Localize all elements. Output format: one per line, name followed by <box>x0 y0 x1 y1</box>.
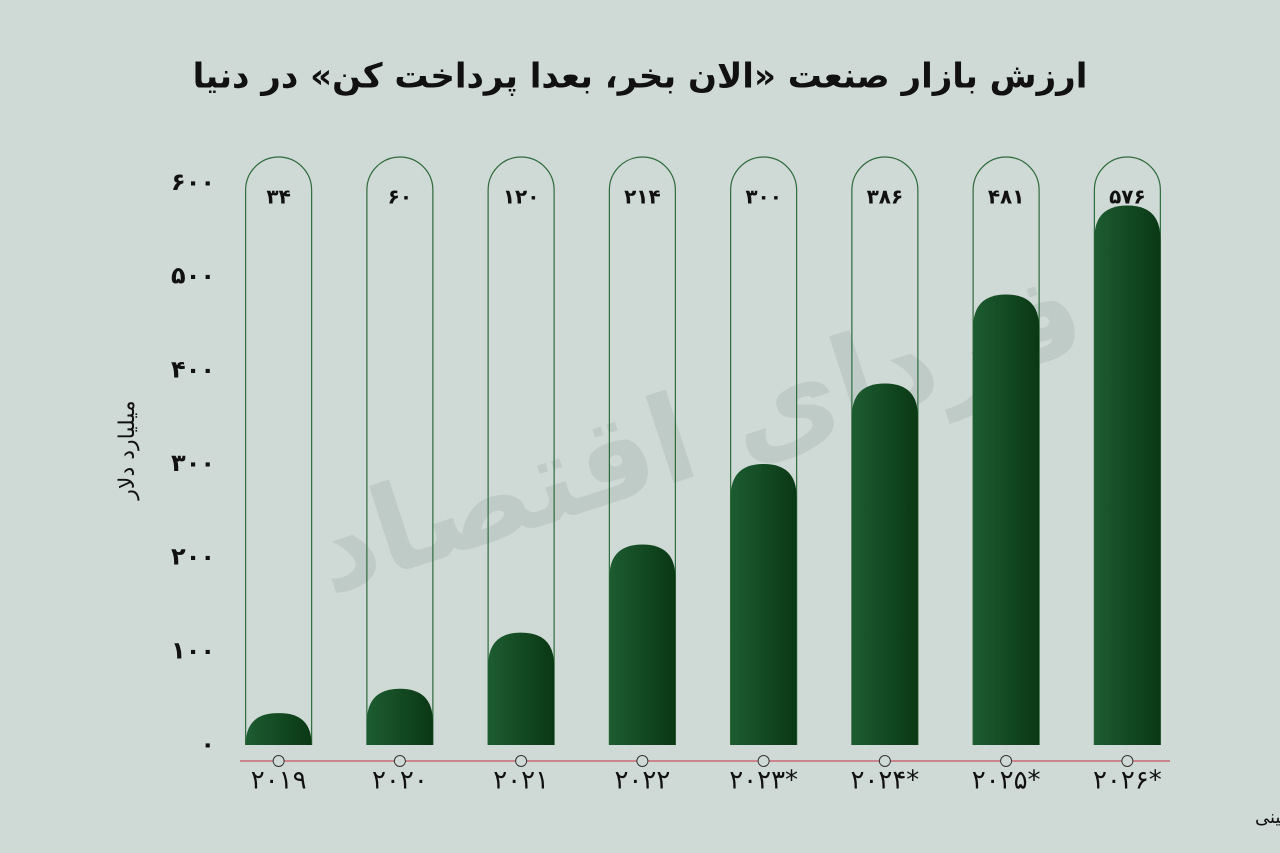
x-tick-label: ۲۰۲۴* <box>850 766 919 796</box>
capsule <box>366 156 434 745</box>
bar <box>730 464 797 745</box>
capsule <box>487 156 555 745</box>
bar <box>973 294 1040 745</box>
capsule <box>851 156 919 745</box>
value-label: ۵۷۶ <box>1109 185 1146 209</box>
y-axis-label: میلیارد دلار <box>115 400 140 500</box>
x-tick-label: ۲۰۲۲ <box>614 766 670 796</box>
value-label: ۳۴ <box>266 185 290 209</box>
x-tick-label: ۲۰۲۳* <box>729 766 798 796</box>
tick-dot <box>878 755 891 767</box>
x-tick-label: ۲۰۲۶* <box>1093 766 1162 796</box>
value-label: ۱۲۰ <box>503 185 540 209</box>
tick-dot <box>1000 755 1013 767</box>
y-tick-label: ۰ <box>200 730 215 758</box>
x-tick-label: ۲۰۲۱ <box>493 766 549 796</box>
tick-dot <box>272 755 285 767</box>
x-tick-label: ۲۰۲۰ <box>372 766 428 796</box>
bar <box>245 713 312 745</box>
y-tick-label: ۵۰۰ <box>171 262 215 290</box>
tick-dot <box>1121 755 1134 767</box>
y-tick-label: ۶۰۰ <box>171 168 215 196</box>
tick-dot <box>393 755 406 767</box>
value-label: ۴۸۱ <box>988 185 1025 209</box>
capsule <box>245 156 313 745</box>
value-label: ۶۰ <box>388 185 412 209</box>
footnote: *پیش بینی <box>1255 807 1280 828</box>
bar <box>609 544 676 745</box>
capsule <box>972 156 1040 745</box>
x-tick-label: ۲۰۱۹ <box>251 766 307 796</box>
tick-dot <box>636 755 649 767</box>
y-tick-label: ۲۰۰ <box>171 543 215 571</box>
tick-dot <box>515 755 528 767</box>
tick-dot <box>757 755 770 767</box>
bar <box>366 688 433 745</box>
chart-title: ارزش بازار صنعت «الان بخر، بعدا پرداخت ک… <box>193 57 1088 97</box>
value-label: ۲۱۴ <box>624 185 661 209</box>
bar <box>1094 205 1161 746</box>
x-tick-label: ۲۰۲۵* <box>972 766 1041 796</box>
bar <box>851 383 918 745</box>
value-label: ۳۰۰ <box>745 185 782 209</box>
y-tick-label: ۱۰۰ <box>171 636 215 664</box>
capsule <box>608 156 676 745</box>
capsule <box>730 156 798 745</box>
bar <box>488 632 555 745</box>
y-tick-label: ۴۰۰ <box>171 355 215 383</box>
value-label: ۳۸۶ <box>867 185 904 209</box>
y-tick-label: ۳۰۰ <box>171 449 215 477</box>
capsule <box>1093 156 1161 745</box>
